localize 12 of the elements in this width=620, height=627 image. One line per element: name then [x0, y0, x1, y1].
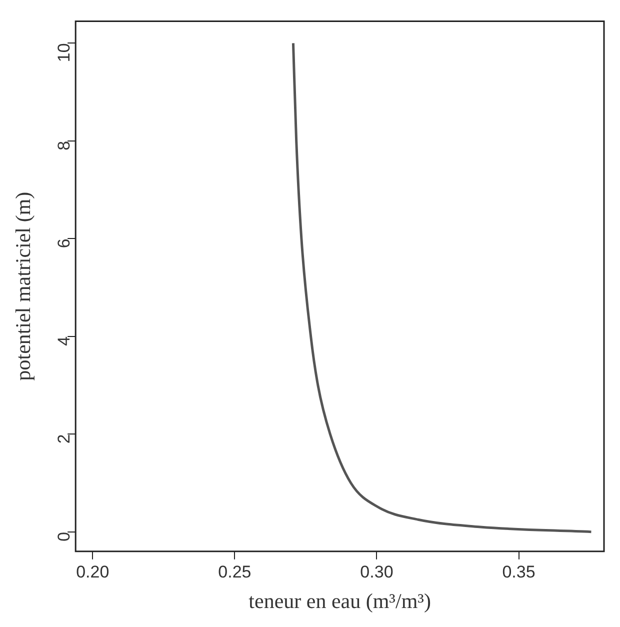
x-tick-label: 0.30: [360, 562, 394, 582]
y-tick-label: 2: [54, 434, 74, 444]
y-tick-label: 8: [54, 140, 74, 150]
y-tick-label: 6: [54, 238, 74, 248]
y-tick-label: 10: [54, 43, 74, 62]
y-tick-label: 0: [54, 532, 74, 542]
x-tick-label: 0.20: [76, 562, 110, 582]
y-tick-label: 4: [54, 336, 74, 346]
x-tick-label: 0.25: [218, 562, 252, 582]
x-axis-title: teneur en eau (m³/m³): [248, 588, 431, 613]
x-tick-label: 0.35: [502, 562, 536, 582]
y-axis-title: potentiel matriciel (m): [11, 192, 36, 381]
